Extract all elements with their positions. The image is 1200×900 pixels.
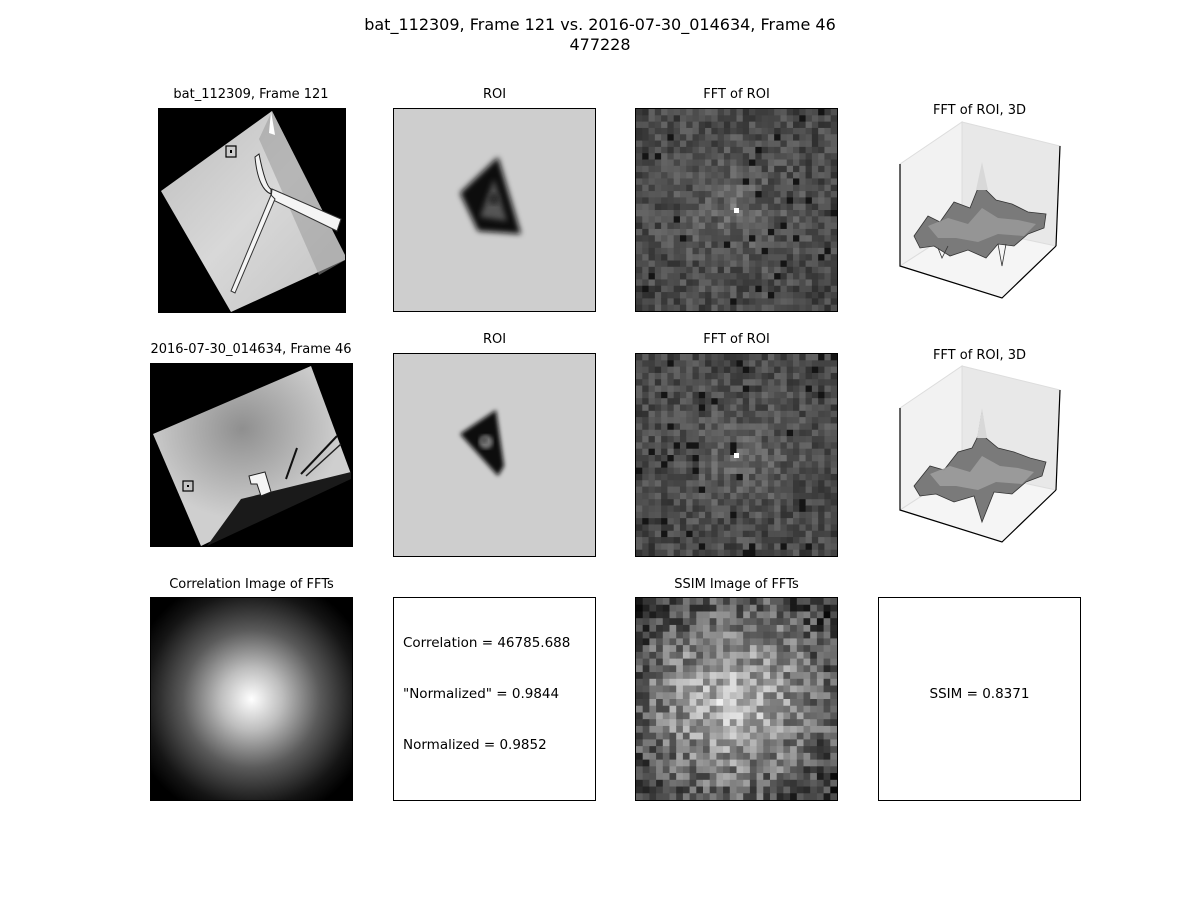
row2-source-title: 2016-07-30_014634, Frame 46 <box>150 342 352 357</box>
row3-corr-title: Correlation Image of FFTs <box>169 577 334 592</box>
row3-ssim-title: SSIM Image of FFTs <box>674 577 799 592</box>
row1-fft3d-title: FFT of ROI, 3D <box>932 103 1027 118</box>
fft-pixels <box>636 109 837 311</box>
row1-source-image <box>158 108 346 313</box>
correlation-image <box>150 597 353 801</box>
ssim-pixels <box>636 598 837 800</box>
row1-fft-title: FFT of ROI <box>703 87 770 102</box>
row2-roi-image <box>393 353 596 557</box>
row2-source-image <box>150 363 353 547</box>
figure-subtitle: 477228 <box>569 35 631 54</box>
quoted-normalized-value: "Normalized" = 0.9844 <box>403 686 560 702</box>
row2-fft-image <box>635 353 838 557</box>
correlation-value: Correlation = 46785.688 <box>403 635 571 651</box>
row1-fft3d-plot <box>878 118 1081 308</box>
row1-roi-title: ROI <box>482 87 507 102</box>
row2-roi-marker <box>182 480 194 492</box>
normalized-value: Normalized = 0.9852 <box>403 737 547 753</box>
fft-pixels <box>636 354 837 556</box>
figure-title: bat_112309, Frame 121 vs. 2016-07-30_014… <box>364 15 836 34</box>
row2-fft3d-plot <box>878 362 1081 552</box>
row1-source-title: bat_112309, Frame 121 <box>173 87 329 102</box>
row1-fft-image <box>635 108 838 312</box>
row2-roi-title: ROI <box>482 332 507 347</box>
row1-roi-image <box>393 108 596 312</box>
metrics-panel: Correlation = 46785.688 "Normalized" = 0… <box>393 597 596 801</box>
row2-fft3d-title: FFT of ROI, 3D <box>932 348 1027 363</box>
ssim-value: SSIM = 0.8371 <box>929 686 1030 702</box>
ssim-image <box>635 597 838 801</box>
row2-fft-title: FFT of ROI <box>703 332 770 347</box>
row1-roi-marker <box>225 145 237 158</box>
ssim-panel: SSIM = 0.8371 <box>878 597 1081 801</box>
